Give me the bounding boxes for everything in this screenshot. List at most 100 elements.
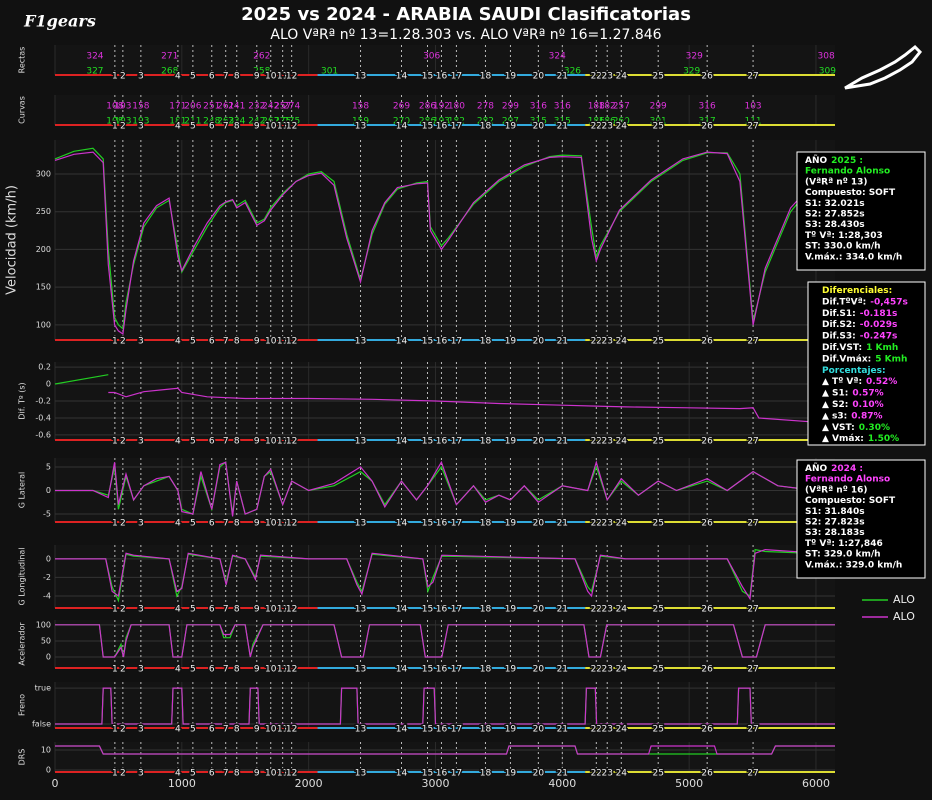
turn-label: 7 [223,665,229,675]
turn-label: 14 [396,122,408,132]
series-line [55,460,835,517]
turn-label: 21 [557,72,568,82]
turn-label: 2 [120,437,126,447]
x-tick-label: 6000 [802,777,830,790]
turn-label: 24 [616,122,628,132]
turn-label: 3 [138,72,144,82]
info-value: -0.247s [860,331,898,341]
turn-label: 2 [120,665,126,675]
turn-label: 25 [652,72,663,82]
y-tick-label: true [35,684,51,693]
turn-label: 2 [120,605,126,615]
turn-label: 6 [209,437,215,447]
info-line: Dif.S3: -0.247s [822,331,897,341]
info-line: AÑO 2025 : [805,155,863,166]
info-value: 1 Kmh [866,343,898,353]
turn-label: 7 [223,437,229,447]
turn-label: 4 [175,122,181,132]
turn-label: 22 [591,605,602,615]
info-box [796,151,926,271]
y-axis-label: DRS [18,749,27,766]
value-label: 193 [132,117,149,127]
turn-label: 6 [209,665,215,675]
turn-label: 21 [557,519,568,529]
value-label: 261 [217,102,234,112]
turn-label: 7 [223,337,229,347]
turn-label: 16 [436,605,448,615]
info-line: ▲ s3: 0.87% [822,411,883,421]
turn-label: 16 [436,337,448,347]
panel-bg [55,742,835,772]
value-label: 329 [683,67,700,77]
turn-label: 13 [355,337,366,347]
value-label: 309 [819,67,836,77]
turn-label: 18 [480,72,492,82]
turn-label: 5 [190,437,196,447]
turn-label: 27 [747,725,758,735]
info-label: Diferenciales: [822,286,892,296]
turn-label: 1 [112,337,118,347]
turn-label: 25 [652,769,663,779]
turn-label: 18 [480,437,492,447]
turn-label: 9 [254,665,260,675]
turn-label: 9 [254,437,260,447]
value-label: 282 [477,117,494,127]
turn-label: 15 [422,72,433,82]
turn-label: 15 [422,725,433,735]
y-tick-label: 0 [46,380,51,389]
info-label: ▲ Tº Vª: [822,377,862,387]
y-axis-label: G Longitudinal [18,547,27,605]
turn-label: 27 [747,437,758,447]
value-label: 271 [161,52,178,62]
turn-label: 19 [505,725,517,735]
turn-label: 4 [175,605,181,615]
value-label: 317 [699,117,716,127]
turn-label: 3 [138,337,144,347]
turn-label: 27 [747,72,758,82]
turn-label: 2 [120,122,126,132]
info-label: S3: 28.183s [805,528,865,538]
panel-bg [55,95,835,125]
turn-label: 17 [451,605,462,615]
turn-label: 10 [265,437,277,447]
y-tick-label: -2 [43,573,51,582]
turn-label: 5 [190,605,196,615]
turn-label: 8 [234,337,240,347]
turn-label: 4 [175,437,181,447]
turn-label: 18 [480,665,492,675]
turn-label: 23 [601,769,612,779]
turn-label: 20 [533,605,545,615]
y-tick-label: 0.2 [38,363,51,372]
turn-label: 10 [265,519,277,529]
series-line [54,374,109,385]
value-label: 242 [248,117,265,127]
turn-label: 14 [396,519,408,529]
y-tick-label: -0.4 [35,413,51,422]
turn-label: 2 [120,72,126,82]
y-tick-label: 100 [36,620,51,629]
turn-label: 16 [436,437,448,447]
value-label: 158 [352,102,369,112]
turn-label: 10 [265,122,277,132]
turn-label: 19 [505,519,517,529]
turn-label: 13 [355,122,366,132]
chart-subtitle: ALO VªRª nº 13=1.28.303 vs. ALO VªRª nº … [270,27,661,43]
turn-label: 21 [557,665,568,675]
turn-label: 9 [254,337,260,347]
turn-label: 6 [209,725,215,735]
turn-label: 19 [505,72,517,82]
legend-label: ALO [893,593,915,606]
value-label: 234 [228,117,245,127]
value-label: 268 [161,67,178,77]
info-value: 0.57% [852,388,883,398]
turn-label: 3 [138,122,144,132]
turn-label: 10 [265,769,277,779]
turn-label: 22 [591,122,602,132]
value-label: 267 [262,117,279,127]
info-label: V.máx.: 329.0 km/h [805,560,902,570]
turn-label: 16 [436,665,448,675]
turn-label: 15 [422,337,433,347]
turn-label: 25 [652,122,663,132]
value-label: 299 [650,102,667,112]
value-label: 329 [686,52,703,62]
